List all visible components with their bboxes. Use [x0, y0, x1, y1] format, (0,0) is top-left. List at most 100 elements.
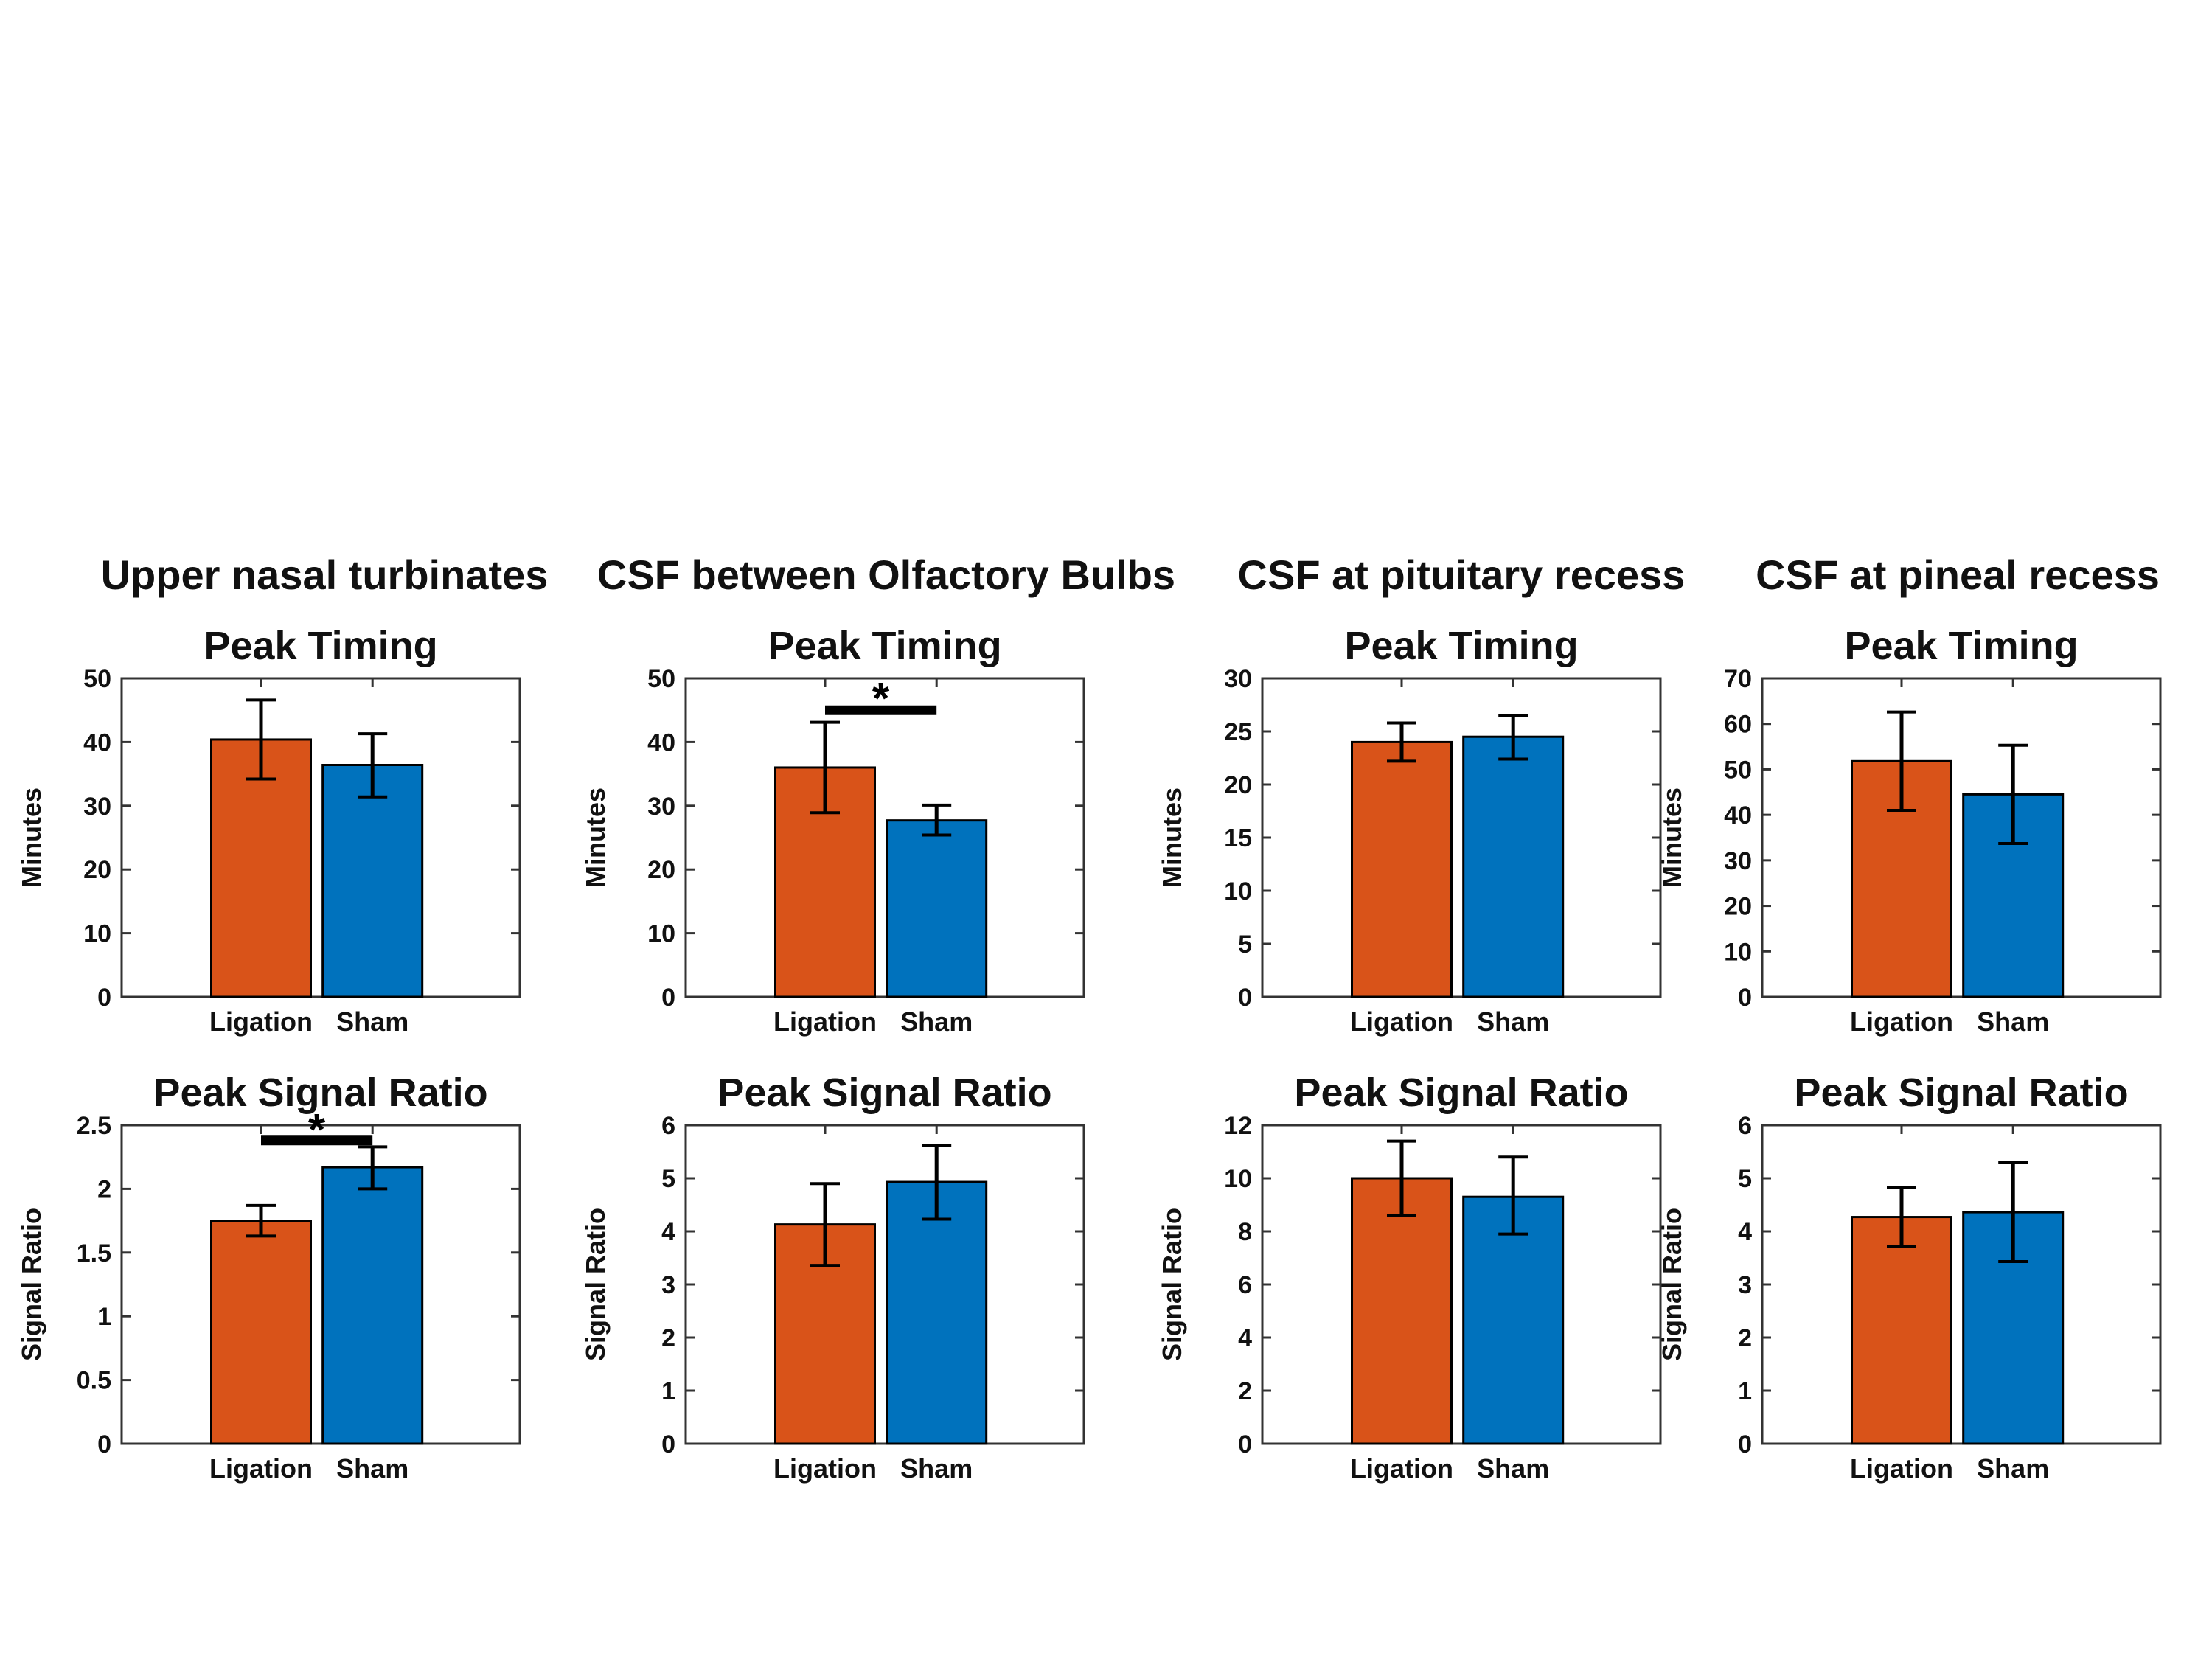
y-tick-label: 5 — [1238, 931, 1252, 959]
column-header-upper-nasal-turbinates: Upper nasal turbinates — [100, 552, 549, 598]
plot-box — [684, 677, 1085, 998]
chart-csf-between-olfactory-bulbs-peak-timing: Peak Timing Minutes 0 10 20 30 40 50 Ligation Sha… — [575, 621, 1091, 1063]
y-tick-label: 5 — [661, 1165, 675, 1193]
y-tick-label: 0 — [1738, 1430, 1752, 1458]
y-tick-label: 20 — [1724, 893, 1752, 921]
chart-csf-at-pituitary-recess-peak-timing: Peak Timing Minutes 0 5 10 15 20 25 30 Ligation Sh… — [1152, 621, 1668, 1063]
bar-sham — [1462, 1195, 1565, 1445]
y-tick-label: 1 — [1738, 1377, 1752, 1405]
y-tick-label: 4 — [661, 1218, 675, 1246]
y-tick-label: 0.5 — [77, 1367, 111, 1395]
bar-chart-canvas: Peak Timing Minutes 0 5 10 15 20 25 30 Ligation Sh… — [1157, 624, 1662, 1037]
plot-box — [1261, 1124, 1662, 1445]
y-tick-label: 1.5 — [77, 1239, 111, 1267]
column-header-csf-at-pituitary-recess: CSF at pituitary recess — [1237, 552, 1686, 598]
y-tick-label: 2 — [1738, 1324, 1752, 1352]
chart-upper-nasal-turbinates-peak-timing: Peak Timing Minutes 0 10 20 30 40 50 Ligation Sha… — [11, 621, 527, 1063]
bar-chart-canvas: Peak Signal Ratio Signal Ratio 0 0.5 1 1.5 2 2.… — [16, 1071, 521, 1484]
y-axis-label: Signal Ratio — [1157, 1208, 1187, 1361]
y-tick-label: 30 — [647, 793, 675, 821]
x-category-label: Ligation — [1350, 1006, 1453, 1037]
chart-csf-at-pituitary-recess-peak-signal-ratio: Peak Signal Ratio Signal Ratio 0 2 4 6 8 10 12 Li… — [1152, 1068, 1668, 1510]
bar-sham — [886, 819, 988, 998]
y-tick-label: 0 — [661, 984, 675, 1012]
x-category-label: Sham — [900, 1006, 973, 1037]
y-tick-label: 8 — [1238, 1218, 1252, 1246]
x-category-label: Ligation — [773, 1006, 877, 1037]
chart-title: Peak Signal Ratio — [153, 1071, 487, 1115]
column-header-csf-at-pineal-recess: CSF at pineal recess — [1756, 552, 2160, 598]
bar-sham — [886, 1180, 988, 1445]
x-category-label: Sham — [1477, 1006, 1549, 1037]
x-category-label: Sham — [336, 1453, 408, 1484]
y-tick-label: 40 — [83, 728, 111, 757]
y-axis-label: Minutes — [580, 787, 611, 888]
bar-chart-canvas: Peak Signal Ratio Signal Ratio 0 2 4 6 8 10 12 Li… — [1157, 1071, 1662, 1484]
y-tick-label: 0 — [661, 1430, 675, 1458]
y-tick-label: 2 — [1238, 1377, 1252, 1405]
y-tick-label: 15 — [1224, 824, 1252, 852]
y-tick-label: 0 — [1738, 984, 1752, 1012]
y-tick-label: 2 — [661, 1324, 675, 1352]
y-tick-label: 1 — [661, 1377, 675, 1405]
chart-title: Peak Signal Ratio — [1794, 1071, 2128, 1115]
y-axis-label: Minutes — [16, 787, 46, 888]
y-tick-label: 1 — [97, 1303, 111, 1331]
y-tick-label: 40 — [647, 728, 675, 757]
x-category-label: Sham — [1977, 1453, 2049, 1484]
y-tick-label: 4 — [1238, 1324, 1252, 1352]
significance-asterisk: * — [872, 673, 890, 723]
x-category-label: Sham — [1477, 1453, 1549, 1484]
y-tick-label: 25 — [1224, 718, 1252, 746]
y-tick-label: 3 — [661, 1271, 675, 1299]
plot-box — [684, 1124, 1085, 1445]
x-category-label: Sham — [1977, 1006, 2049, 1037]
bar-chart-canvas: Peak Signal Ratio Signal Ratio 0 1 2 3 4 5 6 Liga… — [1657, 1071, 2162, 1484]
chart-csf-between-olfactory-bulbs-peak-signal-ratio: Peak Signal Ratio Signal Ratio 0 1 2 3 4 5 6 Liga… — [575, 1068, 1091, 1510]
plot-box — [1761, 677, 2162, 998]
y-tick-label: 10 — [1224, 1165, 1252, 1193]
x-category-label: Ligation — [773, 1453, 877, 1484]
y-tick-label: 0 — [1238, 1430, 1252, 1458]
y-tick-label: 0 — [97, 1430, 111, 1458]
y-tick-label: 2.5 — [77, 1112, 111, 1140]
chart-title: Peak Timing — [1344, 624, 1578, 668]
y-tick-label: 50 — [1724, 756, 1752, 784]
bar-chart-canvas: Peak Signal Ratio Signal Ratio 0 1 2 3 4 5 6 Liga… — [580, 1071, 1085, 1484]
y-tick-label: 10 — [83, 920, 111, 948]
plot-box — [1261, 677, 1662, 998]
y-tick-label: 60 — [1724, 711, 1752, 739]
y-tick-label: 40 — [1724, 801, 1752, 830]
y-tick-label: 10 — [1224, 877, 1252, 905]
bar-ligation — [1851, 1216, 1952, 1445]
y-tick-label: 10 — [1724, 938, 1752, 966]
y-tick-label: 4 — [1738, 1218, 1752, 1246]
x-category-label: Sham — [336, 1006, 408, 1037]
bar-ligation — [1351, 740, 1453, 998]
bar-chart-canvas: Peak Timing Minutes 0 10 20 30 40 50 Ligation Sha… — [580, 624, 1085, 1037]
bar-sham — [321, 764, 424, 998]
bar-ligation — [1351, 1177, 1453, 1445]
chart-title: Peak Timing — [1844, 624, 2078, 668]
y-tick-label: 50 — [647, 665, 675, 693]
y-tick-label: 12 — [1224, 1112, 1252, 1140]
x-category-label: Ligation — [209, 1006, 313, 1037]
column-header-csf-between-olfactory-bulbs: CSF between Olfactory Bulbs — [597, 552, 1176, 598]
y-tick-label: 2 — [97, 1175, 111, 1203]
chart-csf-at-pineal-recess-peak-signal-ratio: Peak Signal Ratio Signal Ratio 0 1 2 3 4 5 6 Liga… — [1652, 1068, 2168, 1510]
x-category-label: Sham — [900, 1453, 973, 1484]
y-tick-label: 30 — [1724, 847, 1752, 875]
chart-upper-nasal-turbinates-peak-signal-ratio: Peak Signal Ratio Signal Ratio 0 0.5 1 1.5 2 2.… — [11, 1068, 527, 1510]
y-tick-label: 0 — [97, 984, 111, 1012]
y-tick-label: 50 — [83, 665, 111, 693]
plot-box — [1761, 1124, 2162, 1445]
chart-title: Peak Timing — [204, 624, 437, 668]
chart-csf-at-pineal-recess-peak-timing: Peak Timing Minutes 0 10 20 30 40 50 60 70 Ligatio… — [1652, 621, 2168, 1063]
bar-sham — [321, 1166, 424, 1445]
y-axis-label: Minutes — [1157, 787, 1187, 888]
chart-title: Peak Signal Ratio — [717, 1071, 1051, 1115]
y-axis-label: Signal Ratio — [16, 1208, 46, 1361]
chart-title: Peak Timing — [768, 624, 1001, 668]
y-tick-label: 6 — [1238, 1271, 1252, 1299]
